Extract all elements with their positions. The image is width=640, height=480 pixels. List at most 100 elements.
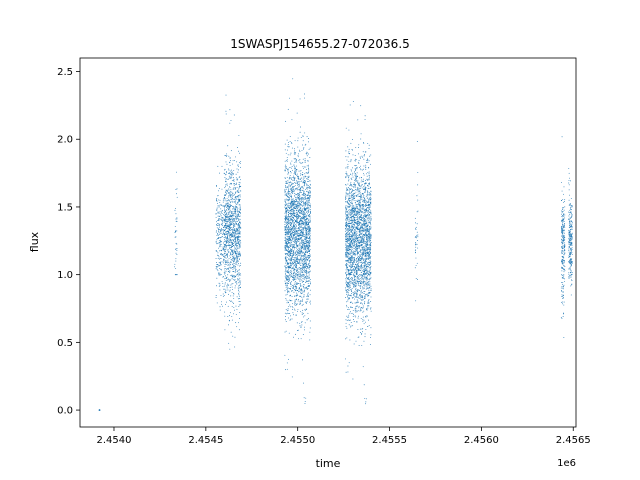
data-point [301,204,302,206]
data-point [287,277,289,279]
data-point [291,219,293,221]
data-point [309,233,311,235]
data-point [237,278,239,279]
data-point [305,260,307,262]
data-point [228,230,230,232]
data-point [346,210,348,212]
data-point [224,219,226,220]
data-point [229,287,231,288]
data-point [295,217,297,219]
data-point [291,250,293,252]
data-point [297,251,299,253]
data-point [310,211,311,213]
data-point [291,256,293,258]
data-point [290,198,292,200]
data-point [238,282,240,284]
data-point [230,160,231,162]
data-point [232,180,234,181]
data-point [223,253,225,255]
data-point [293,206,295,208]
data-point [236,233,238,235]
data-point [224,311,226,313]
data-point [288,227,290,229]
data-point [288,198,290,200]
data-point [215,297,217,298]
data-point [224,261,226,263]
data-point [231,259,233,261]
data-point [291,147,293,149]
data-point [286,204,288,206]
data-point [353,224,355,226]
data-point [307,233,309,235]
data-point [224,278,226,280]
data-point [297,330,298,331]
data-point [293,252,295,254]
data-point [234,278,236,280]
data-point [289,274,291,275]
data-point [292,232,294,234]
data-point [305,218,307,220]
data-point [216,264,218,266]
data-point [294,242,296,244]
data-point [296,285,297,287]
data-point [233,259,235,261]
data-point [239,207,241,209]
data-point [289,280,291,282]
data-point [230,219,232,221]
data-point [352,235,354,237]
data-point [367,272,369,274]
data-point [233,268,235,270]
data-point [221,254,223,256]
data-point [306,238,308,239]
data-point [292,207,294,209]
data-point [223,271,225,273]
data-point [288,255,290,257]
data-point [304,180,306,181]
data-point [295,207,297,209]
data-point [293,265,295,267]
data-point [226,200,228,202]
data-point [357,210,358,212]
data-point [237,207,239,209]
data-point [362,216,364,218]
data-point [367,239,368,241]
data-point [290,265,292,267]
data-point [304,227,306,229]
data-point [224,200,226,202]
data-point [288,142,289,144]
data-point [308,230,310,232]
data-point [307,244,309,246]
data-point [220,213,221,215]
data-point [297,257,299,259]
data-point [218,250,220,252]
data-point [295,258,297,260]
data-point [293,308,295,310]
data-point [239,194,241,196]
data-point [226,197,228,199]
data-point [306,273,308,274]
data-point [286,238,288,240]
data-point [309,320,311,322]
data-point [291,239,293,241]
data-point [302,303,304,305]
data-point [294,274,296,276]
data-point [302,179,304,181]
data-point [302,144,304,146]
data-point [229,161,231,163]
data-point [298,247,300,249]
data-point [236,244,238,246]
data-point [236,196,238,198]
data-point [306,271,308,273]
data-point [288,263,290,265]
data-point [293,291,295,293]
data-point [358,307,360,309]
data-point [304,212,306,214]
data-point [309,190,311,191]
data-point [345,207,347,209]
data-point [299,302,301,304]
data-point [284,253,286,255]
data-point [239,233,241,235]
data-point [175,248,177,250]
data-point [284,188,286,190]
data-point [290,218,291,220]
